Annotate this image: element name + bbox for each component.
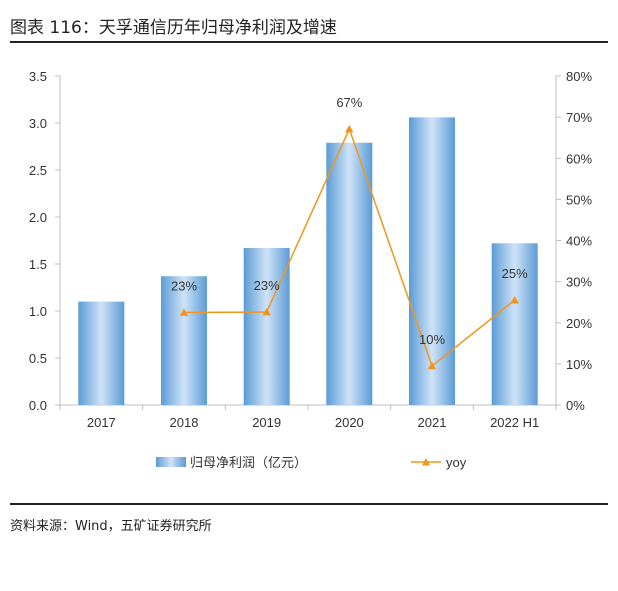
legend: 归母净利润（亿元） yoy [156,455,467,470]
left-tick-label: 1.5 [29,257,47,272]
yoy-data-label: 23% [254,278,280,293]
yoy-line [179,124,519,370]
legend-line-marker [422,458,430,466]
legend-bar-swatch [156,457,186,467]
bar-2018 [161,276,207,405]
bar-2022-H1 [491,243,538,405]
x-tick-label: 2019 [252,415,281,430]
left-tick-label: 2.5 [29,163,47,178]
yoy-point [179,308,189,316]
yoy-point [345,124,354,133]
left-tick-label: 1.0 [29,304,47,319]
data-labels: 23% 23% 67% 10% 25% [171,95,528,347]
bars [78,117,538,406]
left-tick-label: 3.0 [29,116,47,131]
legend-bar-label: 归母净利润（亿元） [190,455,307,470]
title-rule [10,41,608,43]
legend-line-label: yoy [446,455,467,470]
bar-2017 [78,301,125,405]
x-tick-label: 2018 [170,415,199,430]
x-tick-label: 2022 H1 [490,415,539,430]
yoy-data-label: 67% [336,95,362,110]
yoy-point [510,295,519,304]
yoy-point [427,361,437,370]
chart-title: 图表 116：天孚通信历年归母净利润及增速 [10,18,337,38]
axes: 0.0 0.5 1.0 1.5 2.0 2.5 3.0 3.5 0% 10% 20% 30% 40% 50… [29,69,593,430]
bar-2019 [243,248,290,405]
left-tick-label: 2.0 [29,210,47,225]
left-tick-label: 0.0 [29,398,47,413]
bar-2021 [409,117,455,406]
footer-rule [10,503,608,505]
yoy-data-label: 23% [171,278,197,293]
right-tick-label: 30% [566,275,592,290]
source-note: 资料来源：Wind，五矿证券研究所 [10,519,212,534]
x-tick-label: 2020 [335,415,364,430]
yoy-data-label: 10% [419,332,445,347]
x-tick-label: 2021 [418,415,447,430]
bar-2020 [326,142,373,406]
right-tick-label: 60% [566,151,592,166]
yoy-data-label: 25% [502,266,528,281]
x-tick-label: 2017 [87,415,116,430]
chart: 0.0 0.5 1.0 1.5 2.0 2.5 3.0 3.5 0% 10% 20% 30% 40% 50… [29,69,593,470]
right-tick-label: 40% [566,234,592,249]
yoy-point [262,307,271,316]
left-tick-label: 0.5 [29,351,47,366]
right-tick-label: 80% [566,69,592,84]
right-tick-label: 0% [566,398,585,413]
right-tick-label: 10% [566,357,592,372]
right-tick-label: 50% [566,192,592,207]
right-tick-label: 20% [566,316,592,331]
left-tick-label: 3.5 [29,69,47,84]
right-tick-label: 70% [566,110,592,125]
